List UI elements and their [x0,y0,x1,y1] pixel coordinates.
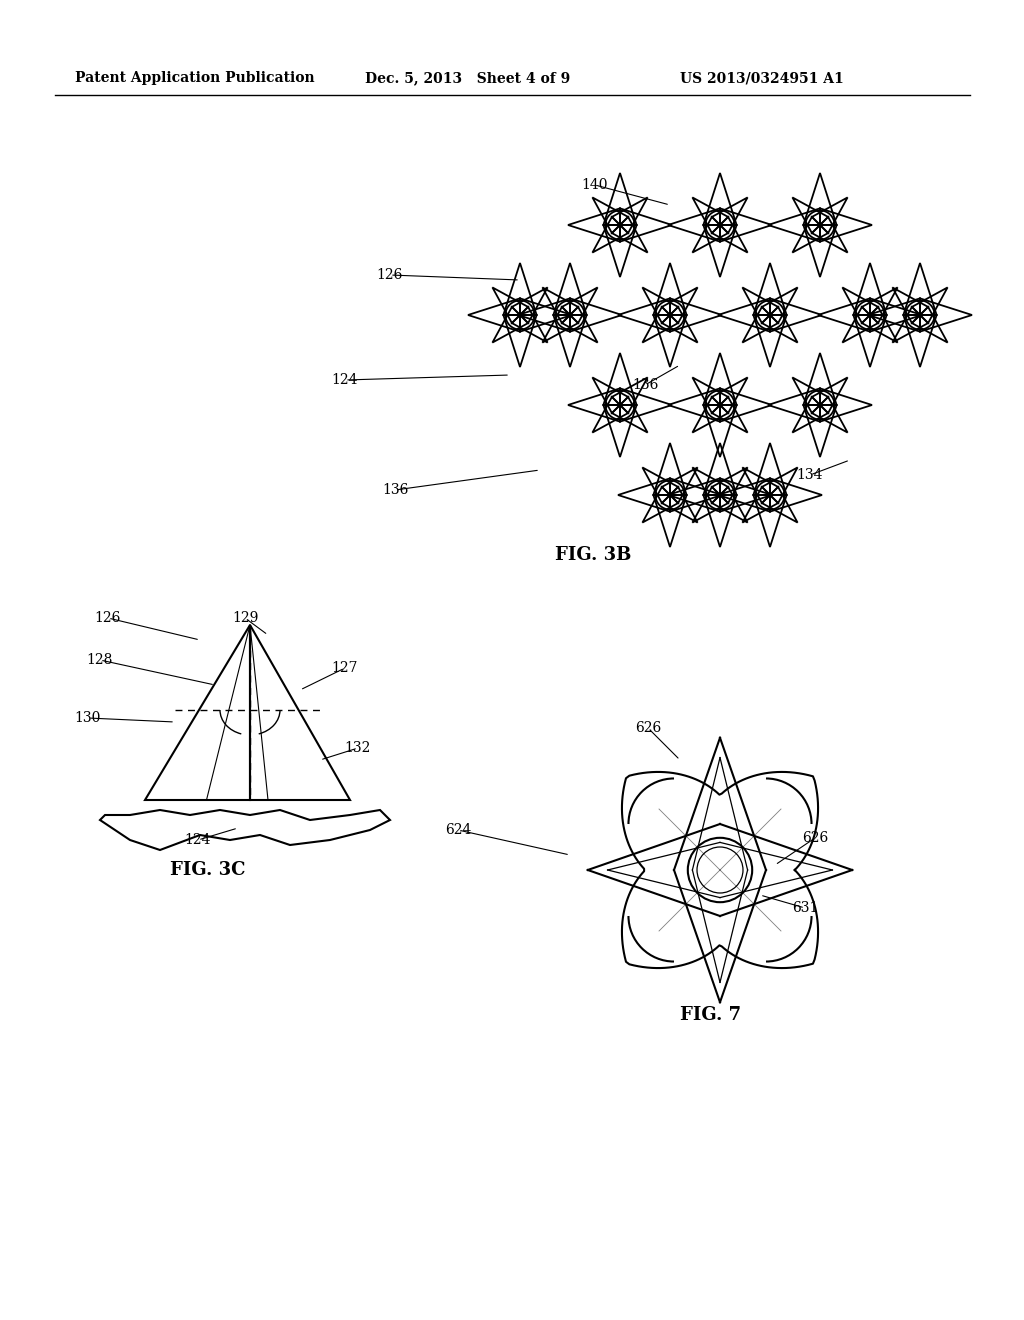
Text: 124: 124 [332,374,358,387]
Text: FIG. 7: FIG. 7 [680,1006,741,1024]
Text: 129: 129 [231,611,258,624]
Text: 631: 631 [792,902,818,915]
Text: 136: 136 [382,483,409,498]
Text: 132: 132 [345,741,371,755]
Text: 124: 124 [184,833,211,847]
Text: FIG. 3B: FIG. 3B [555,546,632,564]
Text: FIG. 3C: FIG. 3C [170,861,246,879]
Text: 136: 136 [632,378,658,392]
Text: US 2013/0324951 A1: US 2013/0324951 A1 [680,71,844,84]
Text: 126: 126 [95,611,121,624]
Text: 626: 626 [802,832,828,845]
Text: 134: 134 [797,469,823,482]
Text: 126: 126 [377,268,403,282]
Text: 624: 624 [444,822,471,837]
Text: 128: 128 [87,653,114,667]
Text: 130: 130 [75,711,101,725]
Text: 626: 626 [635,721,662,735]
Text: Patent Application Publication: Patent Application Publication [75,71,314,84]
Text: 127: 127 [332,661,358,675]
Text: 140: 140 [582,178,608,191]
Text: Dec. 5, 2013   Sheet 4 of 9: Dec. 5, 2013 Sheet 4 of 9 [365,71,570,84]
